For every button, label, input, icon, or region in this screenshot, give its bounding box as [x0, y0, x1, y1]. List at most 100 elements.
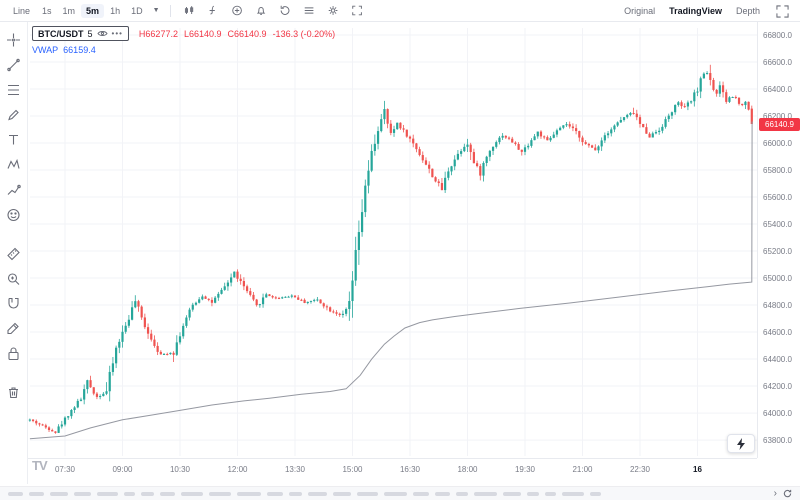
footer-ticker-strip: ›: [0, 486, 800, 500]
quick-trade-button[interactable]: [727, 434, 755, 453]
ohlc-values: H66277.2 L66140.9 C66140.9 -136.3 (-0.20…: [139, 29, 335, 39]
prediction-icon[interactable]: [3, 178, 25, 200]
time-axis-label: 16:30: [399, 465, 421, 474]
footer-item: [160, 491, 175, 496]
view-tab-original[interactable]: Original: [624, 6, 656, 16]
close-value: C66140.9: [227, 28, 267, 39]
vwap-label: VWAP: [32, 45, 59, 55]
time-axis-label: 12:00: [227, 465, 248, 474]
tradingview-watermark: TV: [32, 458, 48, 473]
toolbar-divider: [169, 4, 171, 17]
price-axis-label: 64200.0: [763, 382, 792, 392]
last-price-badge: 66140.9: [759, 117, 800, 131]
chevron-down-icon[interactable]: ▼: [152, 7, 160, 14]
time-axis[interactable]: 07:30 09:00 10:30 12:00 13:30 15:00 16:30 18:00…: [28, 458, 757, 484]
footer-item: [502, 491, 521, 496]
footer-item: [434, 491, 451, 496]
alert-icon[interactable]: [252, 2, 272, 20]
drawing-mode-icon[interactable]: [3, 317, 25, 339]
vwap-value: 66159.4: [63, 45, 96, 55]
timeframe-button-1m[interactable]: 1m: [62, 5, 76, 16]
timeframe-button-1h[interactable]: 1h: [110, 5, 121, 16]
footer-item: [561, 491, 584, 496]
indicators-icon[interactable]: [204, 2, 224, 20]
chart-legend: BTC/USDT 5 ••• H66277.2 L66140.9 C66140.…: [32, 26, 335, 55]
expand-icon[interactable]: [772, 2, 792, 20]
footer-item: [413, 491, 429, 496]
timeframe-group: 1s 1m 5m 1h 1D: [37, 3, 148, 18]
timeframe-button-5m[interactable]: 5m: [81, 3, 105, 18]
chevron-right-icon[interactable]: ›: [773, 487, 777, 499]
time-axis-label: 16: [693, 465, 702, 474]
measure-icon[interactable]: [3, 242, 25, 264]
price-axis-label: 66200.0: [763, 112, 792, 122]
xabcd-pattern-icon[interactable]: [3, 153, 25, 175]
footer-item: [589, 491, 602, 496]
zoom-in-icon[interactable]: [3, 267, 25, 289]
vwap-legend[interactable]: VWAP 66159.4: [32, 45, 335, 55]
magnet-icon[interactable]: [3, 292, 25, 314]
fib-retracement-icon[interactable]: [3, 78, 25, 100]
footer-item: [266, 491, 284, 496]
footer-item: [307, 491, 327, 496]
fullscreen-icon[interactable]: [348, 2, 368, 20]
lock-icon[interactable]: [3, 342, 25, 364]
top-toolbar: Line 1s 1m 5m 1h 1D ▼ Original TradingView Dep…: [0, 0, 800, 22]
more-icon[interactable]: •••: [111, 29, 123, 38]
price-axis-label: 64400.0: [763, 355, 792, 365]
text-icon[interactable]: [3, 128, 25, 150]
view-tab-tradingview[interactable]: TradingView: [669, 6, 722, 16]
price-axis-label: 66800.0: [763, 31, 792, 41]
price-axis-label: 64000.0: [763, 409, 792, 419]
time-axis-label: 21:00: [572, 465, 593, 474]
crosshair-icon[interactable]: [3, 28, 25, 50]
footer-item: [8, 491, 23, 496]
footer-item: [124, 491, 136, 496]
footer-item: [545, 491, 556, 496]
chart-type-button[interactable]: Line: [13, 5, 31, 16]
time-axis-label: 10:30: [169, 465, 191, 474]
refresh-icon[interactable]: [783, 489, 792, 498]
footer-item: [96, 491, 119, 496]
time-axis-label: 15:00: [342, 465, 363, 474]
timeframe-button-1D[interactable]: 1D: [131, 5, 143, 16]
footer-item: [332, 491, 352, 496]
trash-icon[interactable]: [3, 381, 25, 403]
high-value: H66277.2: [138, 28, 178, 39]
candles-style-icon[interactable]: [180, 2, 200, 20]
footer-item: [357, 491, 378, 496]
low-value: L66140.9: [183, 28, 222, 39]
brush-icon[interactable]: [3, 103, 25, 125]
price-axis-label: 65600.0: [763, 193, 792, 203]
compare-icon[interactable]: [228, 2, 248, 20]
timeframe-button-1s[interactable]: 1s: [42, 5, 52, 16]
eye-icon[interactable]: [96, 29, 108, 38]
view-switcher: Original TradingView Depth: [618, 0, 794, 22]
time-axis-label: 19:30: [514, 465, 536, 474]
price-axis-label: 65400.0: [763, 220, 792, 230]
time-axis-label: 07:30: [54, 465, 76, 474]
toolbar-icons: [178, 2, 370, 20]
footer-item: [141, 491, 155, 496]
view-tab-depth[interactable]: Depth: [735, 6, 760, 16]
footer-item: [289, 491, 302, 496]
trend-line-icon[interactable]: [3, 53, 25, 75]
price-axis[interactable]: 66140.9 66800.0 66600.0 66400.0 66200.0 6600…: [757, 22, 800, 458]
footer-item: [181, 491, 204, 496]
change-value: -136.3 (-0.20%): [272, 28, 336, 39]
price-axis-label: 66000.0: [763, 139, 792, 149]
symbol-box[interactable]: BTC/USDT 5 •••: [32, 26, 129, 41]
footer-item: [237, 491, 261, 496]
price-axis-label: 64800.0: [763, 301, 792, 311]
replay-icon[interactable]: [276, 2, 296, 20]
time-axis-label: 13:30: [284, 465, 306, 474]
price-axis-label: 63800.0: [763, 436, 792, 446]
layout-lines-icon[interactable]: [300, 2, 320, 20]
price-axis-label: 66600.0: [763, 58, 792, 68]
footer-item: [28, 491, 44, 496]
footer-item: [456, 491, 469, 496]
settings-icon[interactable]: [324, 2, 344, 20]
emoji-icon[interactable]: [3, 203, 25, 225]
